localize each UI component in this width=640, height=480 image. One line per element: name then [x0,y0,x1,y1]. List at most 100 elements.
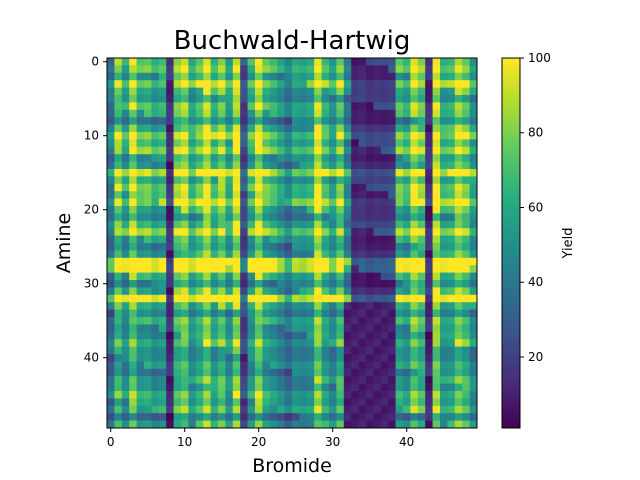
heatmap-cell [462,72,470,81]
heatmap-cell [366,302,374,310]
heatmap-cell [417,132,426,140]
heatmap-cell [358,398,367,407]
heatmap-cell [388,339,396,347]
heatmap-cell [247,191,256,199]
heatmap-cell [225,176,234,185]
heatmap-cell [210,272,219,281]
heatmap-cell [299,161,308,170]
heatmap-cell [195,191,204,199]
heatmap-cell [269,102,278,111]
heatmap-cell [210,191,219,199]
heatmap-cell [462,80,470,88]
heatmap-cell [114,228,123,236]
heatmap-cell [388,398,396,407]
heatmap-cell [151,361,160,370]
heatmap-cell [240,250,248,259]
heatmap-cell [218,206,226,214]
heatmap-cell [173,413,182,421]
heatmap-cell [129,58,137,66]
heatmap-cell [306,302,315,310]
heatmap-cell [343,361,352,370]
heatmap-cell [129,287,137,296]
heatmap-cell [321,169,330,177]
heatmap-cell [380,95,389,103]
heatmap-cell [129,398,137,407]
heatmap-cell [292,324,300,333]
heatmap-cell [255,294,263,303]
heatmap-cell [151,287,160,296]
heatmap-cell [380,383,389,392]
heatmap-cell [210,405,219,414]
heatmap-cell [181,191,189,199]
heatmap-cell [366,161,374,170]
heatmap-cell [373,183,382,192]
heatmap-cell [417,169,426,177]
heatmap-cell [247,235,256,244]
heatmap-cell [454,354,463,362]
heatmap-cell [314,309,322,318]
heatmap-cell [395,324,404,333]
heatmap-cell [240,228,248,236]
heatmap-cell [299,331,308,340]
heatmap-cell [454,228,463,236]
heatmap-cell [425,72,433,81]
heatmap-cell [284,287,293,296]
heatmap-cell [262,413,271,421]
heatmap-cell [144,220,152,229]
heatmap-cell [440,376,448,384]
heatmap-cell [447,161,456,170]
heatmap-cell [380,117,389,125]
heatmap-cell [299,139,308,148]
heatmap-cell [188,109,197,118]
heatmap-cell [469,213,478,222]
heatmap-cell [343,405,352,414]
heatmap-cell [218,280,226,288]
heatmap-cell [469,176,478,185]
heatmap-cell [432,257,441,266]
heatmap-cell [225,287,234,296]
heatmap-cell [366,250,374,259]
heatmap-cell [262,368,271,377]
heatmap-cell [173,220,182,229]
heatmap-cell [158,72,167,81]
heatmap-cell [121,161,130,170]
heatmap-cell [321,117,330,125]
heatmap-cell [292,87,300,96]
heatmap-cell [292,72,300,81]
heatmap-cell [240,183,248,192]
heatmap-cell [129,80,137,88]
heatmap-cell [203,146,211,155]
heatmap-cell [366,280,374,288]
heatmap-cell [151,235,160,244]
heatmap-cell [188,198,197,207]
heatmap-cell [321,317,330,325]
heatmap-cell [210,220,219,229]
heatmap-cell [329,309,337,318]
heatmap-cell [321,302,330,310]
heatmap-cell [395,146,404,155]
heatmap-cell [321,220,330,229]
heatmap-cell [158,117,167,125]
heatmap-cell [314,154,322,162]
heatmap-cell [403,176,411,185]
heatmap-cell [329,398,337,407]
heatmap-cell [469,317,478,325]
heatmap-cell [388,265,396,273]
heatmap-cell [395,331,404,340]
heatmap-cell [306,339,315,347]
heatmap-cell [225,317,234,325]
heatmap-cell [454,243,463,251]
heatmap-cell [462,339,470,347]
heatmap-cell [366,95,374,103]
heatmap-cell [121,272,130,281]
heatmap-cell [447,331,456,340]
heatmap-cell [284,169,293,177]
heatmap-cell [366,265,374,273]
heatmap-cell [232,117,241,125]
heatmap-cell [203,117,211,125]
heatmap-cell [284,117,293,125]
heatmap-cell [173,420,182,429]
heatmap-cell [269,317,278,325]
heatmap-cell [129,139,137,148]
